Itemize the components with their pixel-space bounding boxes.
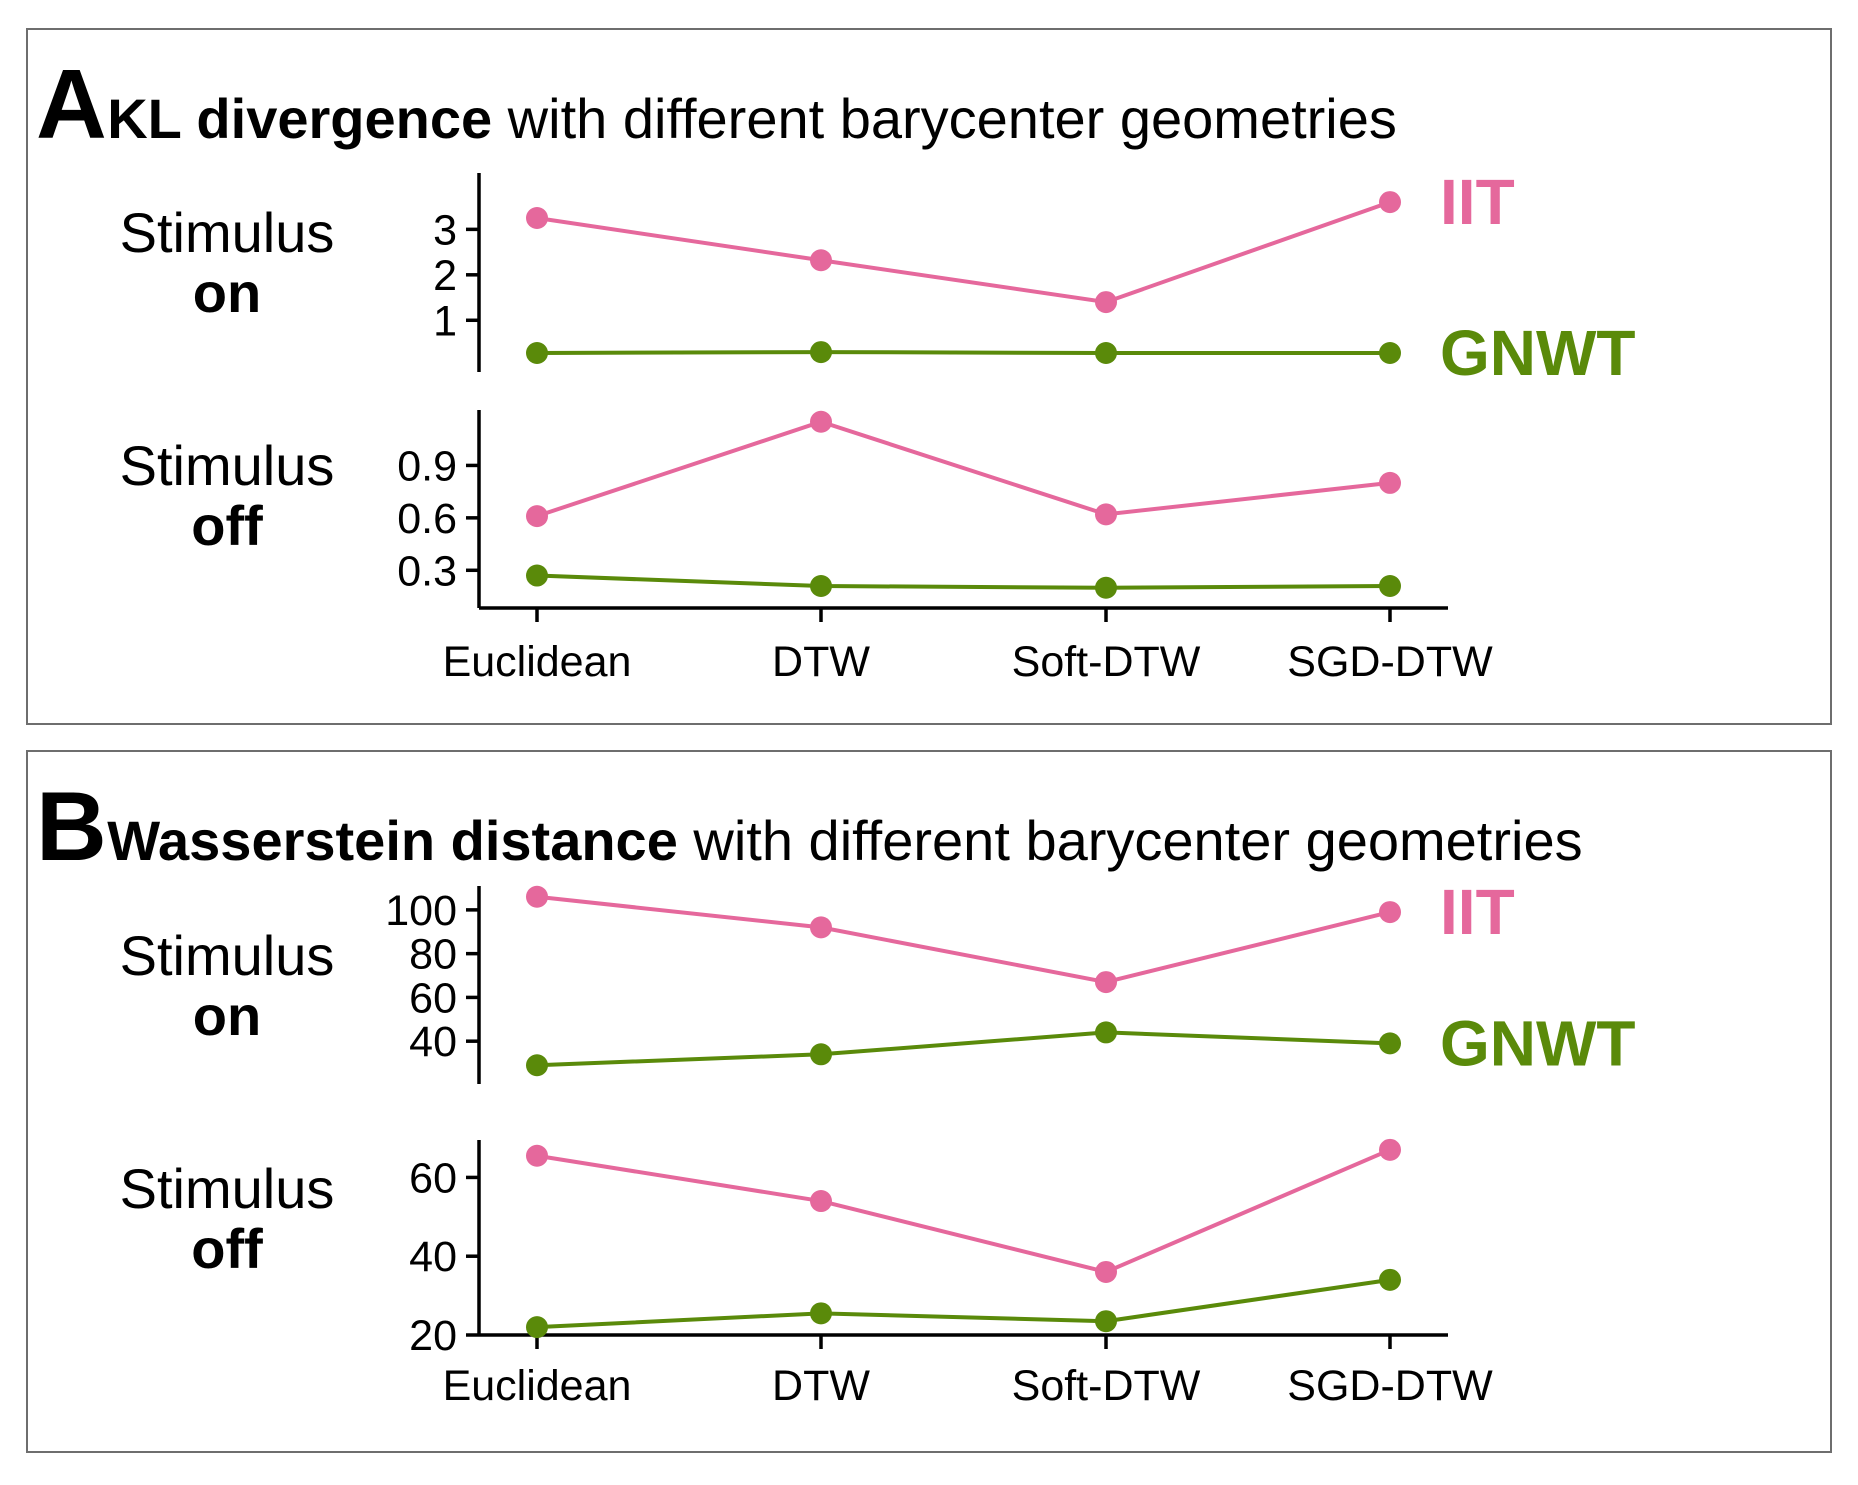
data-point-iit: [1379, 471, 1401, 494]
row-label-on: on: [193, 261, 261, 324]
data-point-iit: [526, 207, 548, 229]
panel-b-heading: B Wasserstein distance with different ba…: [36, 770, 1583, 883]
y-tick-label: 0.6: [397, 495, 457, 543]
data-point-gnwt: [526, 1054, 548, 1077]
data-point-gnwt: [1379, 1268, 1401, 1291]
data-point-gnwt: [1379, 342, 1401, 364]
data-point-iit: [810, 249, 832, 272]
x-tick-label: DTW: [772, 638, 870, 686]
x-tick-label: SGD-DTW: [1287, 1362, 1493, 1410]
series-line-gnwt: [536, 1030, 1391, 1068]
data-point-gnwt: [810, 341, 832, 364]
series-line-gnwt: [536, 1277, 1391, 1330]
data-point-iit: [810, 410, 832, 433]
data-point-iit: [810, 916, 832, 939]
series-label-iit: IIT: [1440, 166, 1515, 238]
y-tick-label: 60: [409, 1154, 457, 1202]
data-point-gnwt: [810, 575, 832, 598]
row-label-stimulus: Stimulus: [120, 201, 335, 264]
series-line-gnwt: [536, 350, 1390, 355]
data-point-gnwt: [1095, 1310, 1117, 1333]
series-line-iit: [536, 200, 1391, 305]
y-tick-label: 60: [409, 974, 457, 1022]
panel-a-letter: A: [36, 49, 107, 159]
row-label-stimulus: Stimulus: [120, 434, 335, 497]
x-tick-label: Soft-DTW: [1012, 638, 1201, 686]
row-label-off: off: [191, 494, 263, 557]
row-label-stimulus: Stimulus: [120, 1157, 335, 1220]
row-label-off: off: [191, 1217, 263, 1280]
data-point-gnwt: [1095, 342, 1117, 364]
data-point-gnwt: [1095, 1021, 1117, 1044]
y-tick-label: 2: [433, 252, 457, 300]
series-label-gnwt: GNWT: [1440, 1007, 1636, 1079]
series-line-iit: [536, 894, 1391, 985]
y-tick-label: 3: [433, 206, 457, 254]
y-tick-label: 40: [409, 1018, 457, 1066]
row-label-stimulus: Stimulus: [120, 924, 335, 987]
series-line-iit: [536, 419, 1391, 519]
y-tick-label: 20: [409, 1312, 457, 1360]
data-point-gnwt: [1379, 1032, 1401, 1055]
data-point-gnwt: [1379, 575, 1401, 598]
x-tick-label: Euclidean: [443, 638, 632, 686]
data-point-iit: [1379, 901, 1401, 924]
panel-b-title-rest: with different barycenter geometries: [677, 809, 1583, 872]
data-point-iit: [1095, 291, 1117, 314]
panel-a-heading: A KL divergence with different barycente…: [36, 48, 1397, 161]
data-point-iit: [1095, 1260, 1117, 1283]
data-point-iit: [1379, 191, 1401, 214]
data-point-iit: [526, 1144, 548, 1167]
x-tick-label: Soft-DTW: [1012, 1362, 1201, 1410]
data-point-iit: [1095, 971, 1117, 994]
panel-a-title-rest: with different barycenter geometries: [492, 87, 1397, 150]
data-point-gnwt: [810, 1043, 832, 1066]
series-label-iit: IIT: [1440, 876, 1515, 948]
panel-a-title-bold: KL divergence: [107, 87, 493, 150]
y-tick-label: 80: [409, 931, 457, 979]
series-label-gnwt: GNWT: [1440, 317, 1636, 389]
data-point-gnwt: [526, 1316, 548, 1339]
y-tick-label: 100: [385, 887, 457, 935]
panel-b-letter: B: [36, 771, 107, 881]
data-point-gnwt: [526, 564, 548, 587]
row-label-on: on: [193, 984, 261, 1047]
series-line-iit: [536, 1148, 1391, 1275]
data-point-iit: [526, 505, 548, 528]
data-point-iit: [1095, 503, 1117, 526]
series-line-gnwt: [536, 573, 1391, 590]
x-tick-label: DTW: [772, 1362, 870, 1410]
data-point-gnwt: [810, 1302, 832, 1325]
y-tick-label: 40: [409, 1233, 457, 1281]
data-point-gnwt: [1095, 576, 1117, 599]
data-point-iit: [1379, 1138, 1401, 1161]
y-tick-label: 0.9: [397, 442, 457, 490]
x-tick-label: Euclidean: [443, 1362, 632, 1410]
x-tick-label: SGD-DTW: [1287, 638, 1493, 686]
data-point-iit: [526, 885, 548, 908]
data-point-iit: [810, 1190, 832, 1213]
panel-b-title-bold: Wasserstein distance: [107, 809, 678, 872]
y-tick-label: 0.3: [397, 547, 457, 595]
panel-b: B Wasserstein distance with different ba…: [26, 750, 1832, 1453]
y-tick-label: 1: [433, 297, 457, 345]
data-point-gnwt: [526, 342, 548, 364]
